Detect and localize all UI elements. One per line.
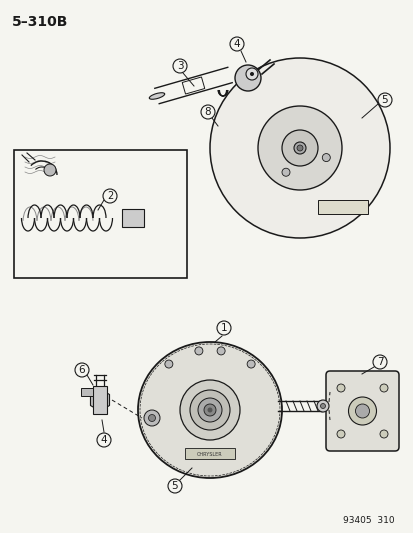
Text: 5–310B: 5–310B xyxy=(12,15,68,29)
Circle shape xyxy=(320,403,325,408)
Circle shape xyxy=(216,321,230,335)
Circle shape xyxy=(216,347,225,355)
Circle shape xyxy=(249,72,254,76)
Circle shape xyxy=(293,142,305,154)
Bar xyxy=(14,150,187,278)
Text: 93405  310: 93405 310 xyxy=(342,516,394,525)
Text: 7: 7 xyxy=(376,357,382,367)
Text: 3: 3 xyxy=(176,61,183,71)
Polygon shape xyxy=(90,389,109,411)
Circle shape xyxy=(173,59,187,73)
Circle shape xyxy=(180,380,240,440)
Circle shape xyxy=(97,433,111,447)
Ellipse shape xyxy=(149,93,164,99)
Circle shape xyxy=(316,400,328,412)
Circle shape xyxy=(164,360,173,368)
Circle shape xyxy=(348,397,375,425)
Text: 2: 2 xyxy=(107,191,113,201)
Circle shape xyxy=(201,105,214,119)
Bar xyxy=(182,77,204,94)
Circle shape xyxy=(44,164,56,176)
Bar xyxy=(317,200,367,214)
Circle shape xyxy=(204,404,216,416)
Circle shape xyxy=(207,408,212,413)
Text: CHRYSLER: CHRYSLER xyxy=(197,451,222,456)
Circle shape xyxy=(195,347,202,355)
Bar xyxy=(185,448,235,459)
Circle shape xyxy=(144,410,159,426)
Circle shape xyxy=(197,398,221,422)
Text: 5: 5 xyxy=(381,95,387,105)
Circle shape xyxy=(257,106,341,190)
Circle shape xyxy=(355,404,369,418)
Circle shape xyxy=(336,430,344,438)
Circle shape xyxy=(336,384,344,392)
Circle shape xyxy=(281,168,289,176)
Circle shape xyxy=(103,189,117,203)
Circle shape xyxy=(209,58,389,238)
Circle shape xyxy=(168,479,182,493)
Circle shape xyxy=(372,355,386,369)
Circle shape xyxy=(235,65,260,91)
Circle shape xyxy=(322,154,330,161)
Text: 4: 4 xyxy=(233,39,240,49)
Circle shape xyxy=(230,37,243,51)
Circle shape xyxy=(296,145,302,151)
Text: 5: 5 xyxy=(171,481,178,491)
FancyBboxPatch shape xyxy=(325,371,398,451)
Circle shape xyxy=(281,130,317,166)
Circle shape xyxy=(75,363,89,377)
Circle shape xyxy=(190,390,230,430)
Text: 4: 4 xyxy=(100,435,107,445)
Bar xyxy=(93,386,107,414)
Text: 8: 8 xyxy=(204,107,211,117)
Circle shape xyxy=(148,415,155,422)
Circle shape xyxy=(377,93,391,107)
Circle shape xyxy=(247,360,254,368)
Circle shape xyxy=(379,430,387,438)
Circle shape xyxy=(379,384,387,392)
Bar xyxy=(81,388,93,396)
Ellipse shape xyxy=(138,342,281,478)
Circle shape xyxy=(245,68,257,80)
Text: 1: 1 xyxy=(220,323,227,333)
Text: 6: 6 xyxy=(78,365,85,375)
Bar xyxy=(122,209,144,227)
